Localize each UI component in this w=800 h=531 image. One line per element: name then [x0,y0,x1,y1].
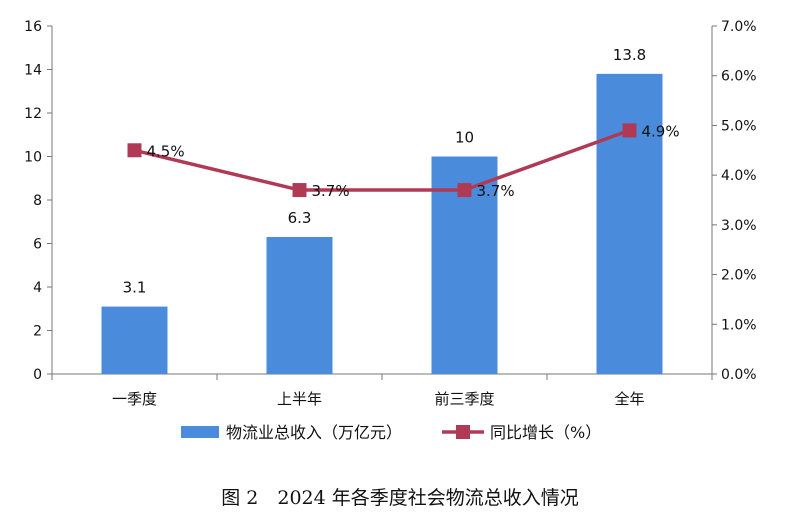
bar [266,236,333,374]
category-label: 全年 [614,390,644,408]
bar-data-label: 13.8 [613,46,646,64]
legend-bar-label: 物流业总收入（万亿元） [226,423,402,442]
category-label: 一季度 [112,390,157,408]
left-tick-label: 0 [33,367,42,383]
right-tick-label: 3.0% [721,218,757,234]
growth-line [134,128,631,192]
left-tick-label: 8 [33,193,42,209]
line-data-label: 3.7% [312,182,350,200]
bar [101,306,168,374]
left-tick-label: 2 [33,324,42,340]
bar-data-label: 10 [455,129,474,147]
bar [596,73,663,374]
line-marker [292,183,307,198]
line-data-label: 4.5% [147,142,185,160]
line-marker [127,143,142,158]
line-data-label: 3.7% [477,182,515,200]
line-marker [622,123,637,138]
figure-caption: 图 2 2024 年各季度社会物流总收入情况 [221,487,579,509]
right-tick-label: 5.0% [721,118,757,134]
right-tick-label: 4.0% [721,168,757,184]
right-tick-label: 0.0% [721,367,757,383]
right-tick-label: 6.0% [721,69,757,85]
left-tick-label: 12 [24,106,42,122]
legend-bar-swatch [181,426,219,438]
line-marker [457,183,472,198]
right-tick-label: 1.0% [721,317,757,333]
left-tick-label: 14 [24,63,42,79]
right-tick-label: 7.0% [721,19,757,35]
left-tick-label: 4 [33,280,42,296]
category-label: 上半年 [277,390,322,408]
category-label: 前三季度 [434,390,494,408]
left-tick-label: 10 [24,150,42,166]
bar-data-label: 6.3 [288,209,312,227]
line-data-label: 4.9% [642,122,680,140]
legend-line-marker [456,425,470,439]
left-tick-label: 6 [33,237,42,253]
left-tick-label: 16 [24,19,42,35]
bar-data-label: 3.1 [123,279,147,297]
legend-line-label: 同比增长（%） [490,423,601,442]
right-tick-label: 2.0% [721,268,757,284]
